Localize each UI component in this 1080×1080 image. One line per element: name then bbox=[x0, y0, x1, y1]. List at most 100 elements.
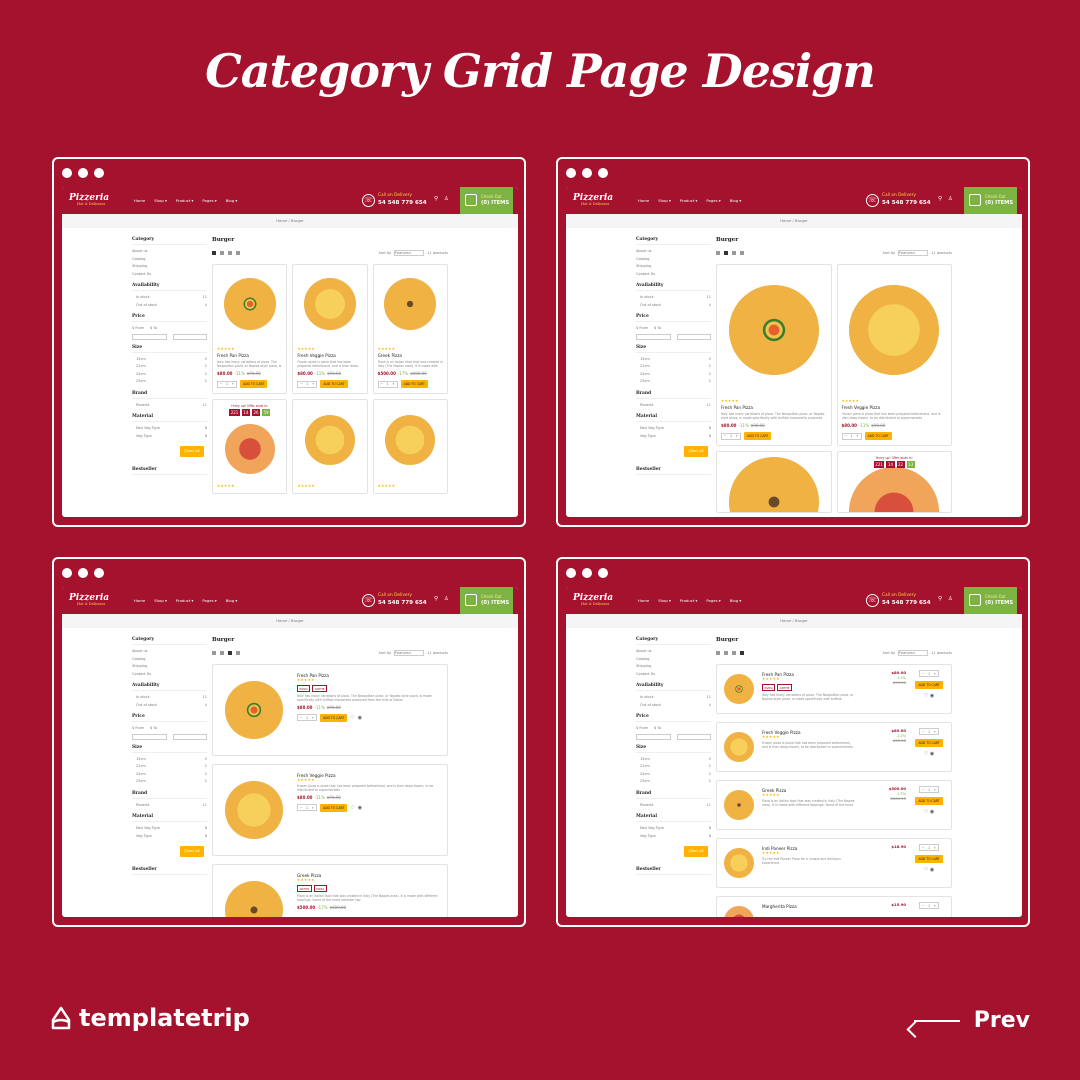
clear-all-button[interactable]: Clear all bbox=[180, 846, 204, 857]
product-card[interactable]: ★★★★★ Greek Pizza Pizza is an Italian fo… bbox=[372, 264, 448, 394]
grid-2-view-icon[interactable] bbox=[724, 650, 728, 655]
nav-home[interactable]: Home bbox=[134, 598, 146, 603]
price-to-input[interactable] bbox=[172, 733, 207, 740]
phone-number[interactable]: 54 548 779 654 bbox=[882, 600, 931, 606]
compact-list-view-icon[interactable] bbox=[740, 250, 744, 255]
product-card[interactable]: ★★★★★ Fresh Pan Pizza Italy has many var… bbox=[716, 264, 832, 446]
product-image[interactable] bbox=[722, 670, 756, 708]
product-image[interactable] bbox=[838, 265, 952, 395]
grid-view-icon[interactable] bbox=[212, 250, 216, 255]
category-link[interactable]: Contact Us bbox=[132, 271, 152, 276]
category-link[interactable]: Catalog bbox=[636, 656, 650, 661]
quantity-stepper[interactable]: −1 + bbox=[377, 380, 398, 388]
filter-material[interactable]: Non Veg Type 6 bbox=[640, 426, 711, 430]
add-to-cart-button[interactable]: ADD TO CART bbox=[915, 797, 943, 805]
product-name[interactable]: Fresh Veggie Pizza bbox=[297, 353, 336, 358]
category-link[interactable]: About us bbox=[636, 249, 652, 253]
breadcrumb[interactable]: Home / Burger bbox=[62, 614, 518, 628]
quick-view-icon[interactable]: ◉ bbox=[357, 714, 363, 721]
price-from-input[interactable] bbox=[132, 733, 167, 740]
filter-size[interactable]: 25cm 2 bbox=[136, 379, 207, 383]
category-link[interactable]: About us bbox=[132, 649, 148, 653]
nav-product[interactable]: Product ▾ bbox=[175, 598, 194, 603]
user-icon[interactable]: ♙ bbox=[444, 596, 449, 602]
product-card[interactable]: ★★★★★ Fresh Pan Pizza Italy has many var… bbox=[212, 264, 288, 394]
filter-size[interactable]: 21cm 1 bbox=[136, 364, 207, 368]
filter-in-stock[interactable]: In stock 11 bbox=[640, 295, 711, 299]
nav-home[interactable]: Home bbox=[638, 598, 650, 603]
filter-material[interactable]: Non Veg Type 6 bbox=[136, 826, 207, 830]
quantity-stepper[interactable]: −1 + bbox=[297, 804, 317, 812]
filter-material[interactable]: Non Veg Type 6 bbox=[136, 426, 207, 430]
nav-home[interactable]: Home bbox=[134, 198, 146, 203]
add-to-cart-button[interactable]: ADD TO CART bbox=[915, 681, 943, 689]
filter-size[interactable]: 21cm 1 bbox=[640, 364, 711, 368]
quantity-stepper[interactable]: −1 + bbox=[297, 380, 318, 388]
add-to-cart-button[interactable]: ADD TO CART bbox=[320, 713, 348, 722]
list-view-icon[interactable] bbox=[228, 250, 232, 255]
filter-in-stock[interactable]: In stock 11 bbox=[136, 295, 207, 299]
nav-pages[interactable]: Pages ▾ bbox=[706, 598, 721, 603]
product-name[interactable]: Greek Pizza bbox=[762, 788, 787, 793]
wishlist-icon[interactable]: ♡ ◉ bbox=[923, 867, 935, 873]
wishlist-icon[interactable]: ♡ ◉ bbox=[923, 693, 935, 699]
add-to-cart-button[interactable]: ADD TO CART bbox=[864, 432, 892, 440]
product-name[interactable]: Fresh Veggie Pizza bbox=[762, 730, 801, 735]
product-name[interactable]: Greek Pizza bbox=[377, 353, 402, 358]
search-icon[interactable]: ⚲ bbox=[938, 196, 943, 202]
quantity-stepper[interactable]: −1 + bbox=[297, 714, 317, 722]
product-name[interactable]: Fresh Pan Pizza bbox=[217, 353, 249, 358]
product-image[interactable] bbox=[374, 265, 447, 343]
filter-size[interactable]: 15cm 5 bbox=[640, 756, 711, 761]
nav-blog[interactable]: Blog ▾ bbox=[729, 598, 742, 603]
product-card[interactable]: ★★★★★ Fresh Veggie Pizza Frozen pizza is… bbox=[292, 264, 368, 394]
nav-product[interactable]: Product ▾ bbox=[175, 198, 194, 203]
price-to-input[interactable] bbox=[676, 733, 711, 740]
filter-in-stock[interactable]: In stock 11 bbox=[640, 695, 711, 699]
quantity-stepper[interactable]: −1 + bbox=[919, 786, 939, 793]
sort-select[interactable]: Featured bbox=[394, 649, 425, 656]
product-image[interactable] bbox=[374, 400, 447, 480]
cart-button[interactable]: Check Out (0) ITEMS bbox=[964, 587, 1017, 614]
logo[interactable]: Pizzeria Hot & Delicious bbox=[573, 593, 614, 606]
list-item[interactable]: Fresh Veggie Pizza ★★★★★ Frozen pizza is … bbox=[716, 722, 952, 772]
grid-3-view-icon[interactable] bbox=[220, 250, 224, 255]
product-image[interactable] bbox=[717, 265, 831, 395]
category-link[interactable]: Catalog bbox=[636, 256, 650, 261]
sort-select[interactable]: Featured bbox=[898, 249, 929, 256]
filter-out-of-stock[interactable]: Out of stock 4 bbox=[640, 302, 711, 307]
sort-select[interactable]: Featured bbox=[394, 249, 425, 256]
category-link[interactable]: Contact Us bbox=[636, 671, 656, 676]
filter-material[interactable]: Veg Type 6 bbox=[136, 433, 207, 438]
wishlist-icon[interactable]: ♡ ◉ bbox=[923, 809, 935, 815]
product-image[interactable]: Hurry up! Offer ends in: 221 14 26 59 bbox=[213, 400, 286, 480]
filter-out-of-stock[interactable]: Out of stock 4 bbox=[136, 702, 207, 707]
breadcrumb[interactable]: Home / Burger bbox=[566, 614, 1022, 628]
clear-all-button[interactable]: Clear all bbox=[180, 446, 204, 457]
filter-size[interactable]: 25cm 2 bbox=[640, 379, 711, 383]
category-link[interactable]: Shipping bbox=[132, 264, 148, 268]
prev-button[interactable]: Prev bbox=[913, 1008, 1030, 1033]
list-item[interactable]: Fresh Pan Pizza ★★★★★ PIZZA ANTHE Italy ha… bbox=[716, 664, 952, 714]
templatetrip-brand[interactable]: templatetrip bbox=[50, 1004, 250, 1032]
nav-shop[interactable]: Shop ▾ bbox=[154, 198, 167, 203]
product-image[interactable] bbox=[219, 671, 289, 749]
filter-size[interactable]: 21cm 1 bbox=[640, 764, 711, 768]
product-name[interactable]: Fresh Veggie Pizza bbox=[841, 405, 881, 410]
nav-pages[interactable]: Pages ▾ bbox=[202, 198, 217, 203]
compact-list-view-icon[interactable] bbox=[740, 650, 744, 655]
nav-pages[interactable]: Pages ▾ bbox=[202, 598, 217, 603]
filter-size[interactable]: 24cm 2 bbox=[136, 771, 207, 776]
filter-size[interactable]: 24cm 2 bbox=[640, 371, 711, 376]
wishlist-icon[interactable]: ♡ bbox=[350, 714, 355, 721]
add-to-cart-button[interactable]: ADD TO CART bbox=[915, 739, 943, 747]
nav-home[interactable]: Home bbox=[638, 198, 650, 203]
product-name[interactable]: Fresh Pan Pizza bbox=[721, 405, 753, 410]
add-to-cart-button[interactable]: ADD TO CART bbox=[320, 380, 348, 388]
quantity-stepper[interactable]: −1 + bbox=[217, 380, 237, 388]
filter-in-stock[interactable]: In stock 11 bbox=[136, 695, 207, 699]
filter-material[interactable]: Non Veg Type 6 bbox=[640, 826, 711, 830]
product-image[interactable] bbox=[722, 844, 756, 882]
cart-button[interactable]: Check Out (0) ITEMS bbox=[964, 187, 1017, 214]
wishlist-icon[interactable]: ♡ bbox=[350, 804, 355, 811]
